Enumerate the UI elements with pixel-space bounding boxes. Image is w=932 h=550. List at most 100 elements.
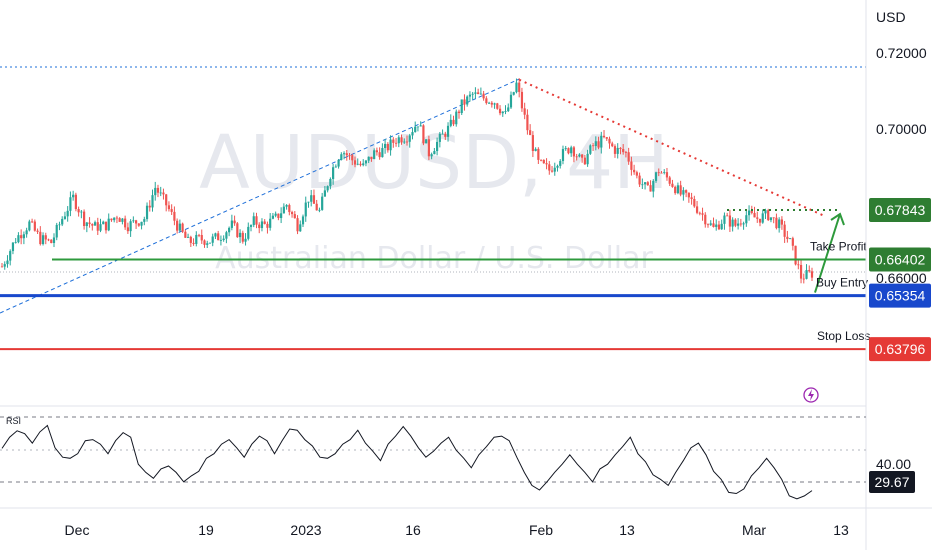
candle-body [591, 145, 595, 147]
candle-body [789, 238, 792, 240]
candle-body [197, 234, 201, 236]
candle-body [301, 216, 305, 225]
candle-body [753, 212, 756, 218]
candle-body [441, 133, 444, 135]
uptrend-line[interactable] [0, 78, 520, 314]
candle-body [25, 230, 28, 235]
candle-body [299, 224, 302, 232]
candle-body [170, 209, 173, 212]
candle-body [466, 96, 469, 105]
candle-body [794, 245, 797, 265]
time-axis[interactable]: Dec 19 2023 16 Feb 13 Mar 13 [65, 522, 849, 538]
candle-body [364, 160, 368, 164]
y-tick-label: 0.66000 [876, 270, 927, 286]
candle-body [115, 217, 119, 219]
candle-body [518, 82, 521, 92]
candle-body [425, 139, 428, 144]
candle-body [624, 152, 628, 153]
candle-body [438, 133, 441, 142]
candle-body [285, 205, 288, 207]
candle-body [482, 93, 485, 99]
candle-body [394, 142, 398, 144]
candle-body [375, 150, 378, 153]
candle-body [340, 154, 343, 160]
x-tick-label: 19 [198, 522, 214, 538]
candle-body [561, 149, 565, 162]
candle-body [747, 210, 751, 216]
stop-loss-label: Stop Loss [817, 329, 870, 343]
candle-body [228, 227, 231, 233]
candle-body [715, 224, 718, 227]
candle-body [507, 107, 510, 112]
resistance-price: 0.66402 [875, 252, 926, 268]
candle-body [504, 111, 507, 112]
candle-body [315, 203, 318, 211]
downtrend-line[interactable] [518, 78, 827, 218]
candle-body [509, 94, 513, 108]
candle-body [66, 210, 69, 217]
stop-loss-price-badge [869, 337, 931, 362]
candle-body [539, 159, 543, 161]
candle-body [534, 148, 537, 152]
candle-body [706, 224, 710, 226]
candle-body [162, 192, 165, 195]
candle-body [129, 221, 132, 232]
candle-body [318, 209, 321, 211]
candle-body [427, 139, 430, 157]
candle-body [9, 251, 12, 261]
candle-body [263, 221, 266, 224]
candle-body [460, 99, 463, 114]
candle-body [370, 156, 373, 160]
candle-body [701, 213, 704, 215]
lightning-icon[interactable] [803, 387, 819, 403]
candle-body [474, 92, 477, 94]
candle-body [378, 152, 381, 158]
candle-body [230, 220, 233, 228]
candle-body [723, 215, 726, 224]
candle-body [77, 209, 80, 213]
candle-body [351, 155, 354, 161]
candle-body [274, 213, 277, 216]
candle-body [704, 214, 707, 225]
candle-body [154, 187, 157, 196]
candle-body [572, 147, 576, 157]
candle-body [734, 219, 737, 226]
candle-body [742, 223, 745, 225]
candle-body [280, 213, 283, 219]
candle-body [479, 93, 482, 95]
candle-body [132, 220, 135, 222]
y-tick-label: 0.70000 [876, 121, 927, 137]
candle-body [74, 194, 77, 210]
candle-body [745, 215, 748, 224]
candle-body [159, 192, 162, 194]
candle-body [611, 143, 614, 147]
candle-body [414, 126, 417, 133]
price-axis[interactable]: USD 0.72000 0.70000 0.66000 0.67843 0.66… [869, 9, 931, 493]
candle-body [236, 223, 239, 238]
candle-body [449, 119, 452, 126]
candles-group [0, 78, 814, 284]
candle-body [772, 217, 775, 219]
candle-body [802, 278, 805, 280]
candle-body [693, 199, 696, 207]
x-tick-label: 13 [833, 522, 849, 538]
candle-body [143, 219, 146, 222]
candle-body [332, 167, 335, 179]
candle-body [184, 231, 187, 238]
candle-body [512, 92, 515, 95]
candle-body [737, 223, 740, 226]
candle-body [416, 126, 420, 128]
candle-body [493, 103, 496, 105]
candle-body [110, 218, 113, 221]
candle-body [791, 238, 794, 246]
candle-body [55, 224, 58, 238]
candle-body [6, 260, 9, 265]
candle-body [356, 163, 359, 165]
candle-body [165, 194, 168, 206]
symbol-description-watermark: Australian Dollar / U.S. Dollar [215, 241, 653, 276]
candle-body [523, 108, 526, 115]
candle-body [156, 187, 160, 193]
candle-body [641, 184, 644, 186]
candle-body [638, 175, 641, 185]
